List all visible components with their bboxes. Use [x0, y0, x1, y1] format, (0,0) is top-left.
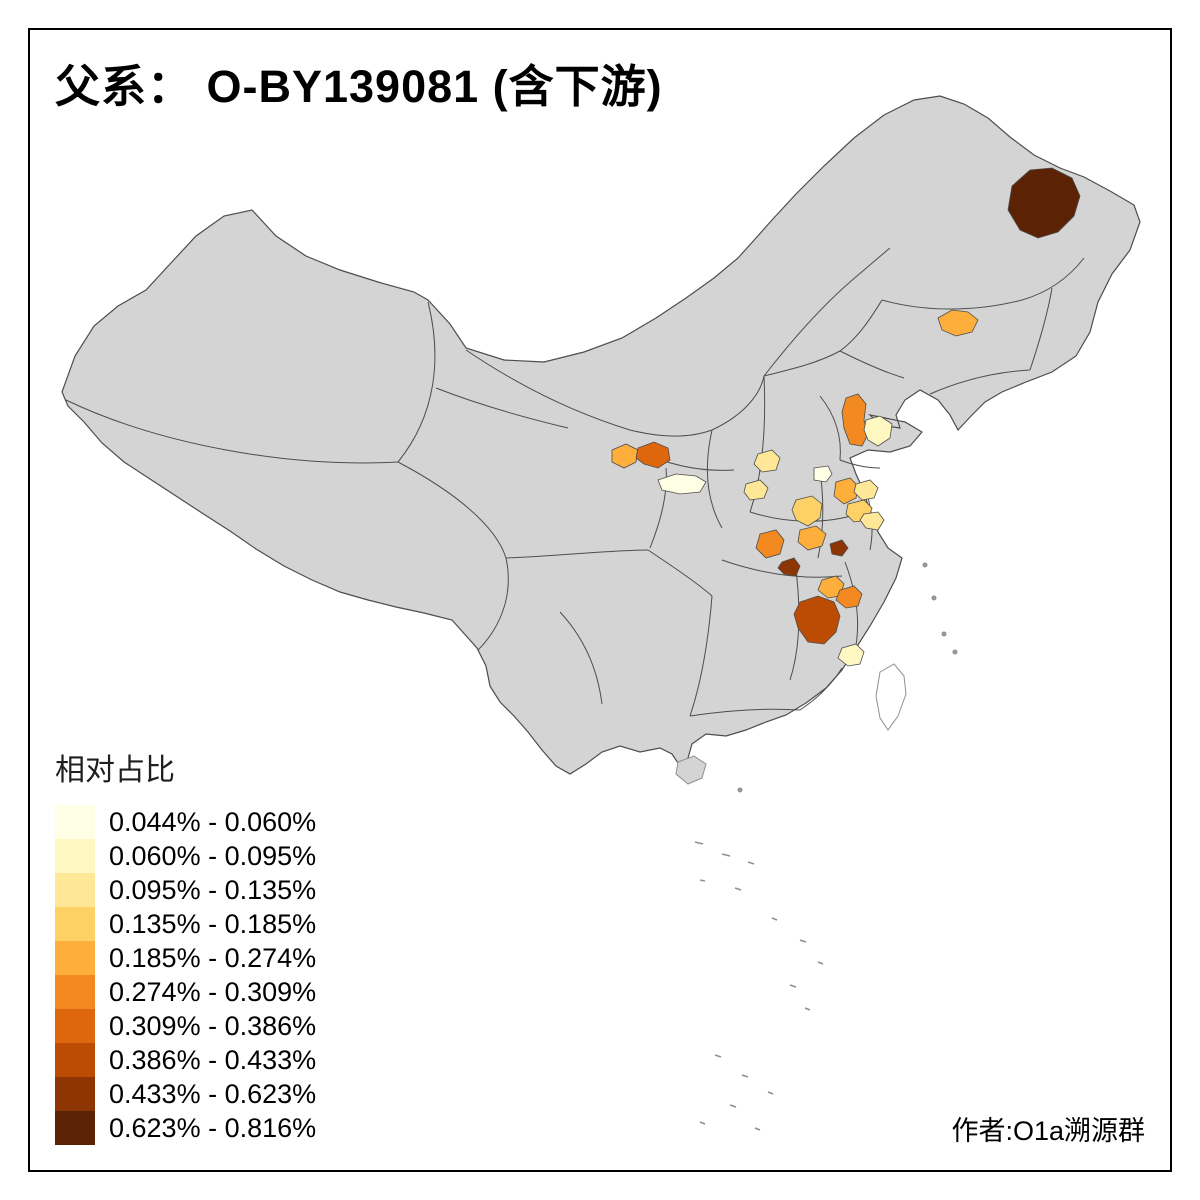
legend-item: 0.185% - 0.274%	[55, 941, 395, 975]
legend-item: 0.623% - 0.816%	[55, 1111, 395, 1145]
map-region	[611, 443, 639, 469]
south-china-sea-islands	[694, 841, 824, 1131]
legend-title: 相对占比	[55, 754, 175, 787]
legend-item: 0.095% - 0.135%	[55, 873, 395, 907]
hainan-island	[675, 755, 707, 785]
legend: 相对占比 0.044% - 0.060% 0.060% - 0.095% 0.095…	[55, 745, 395, 1145]
legend-label: 0.135% - 0.185%	[109, 908, 317, 939]
shaded-regions	[611, 167, 1081, 667]
legend-swatch	[55, 873, 95, 907]
legend-swatch	[55, 975, 95, 1009]
legend-label: 0.274% - 0.309%	[109, 976, 317, 1007]
legend-label: 0.095% - 0.135%	[109, 874, 317, 905]
legend-label: 0.433% - 0.623%	[109, 1078, 317, 1109]
legend-item: 0.060% - 0.095%	[55, 839, 395, 873]
map-region	[829, 539, 849, 557]
map-region	[863, 415, 893, 447]
legend-label: 0.185% - 0.274%	[109, 942, 317, 973]
china-landmass	[61, 95, 1141, 775]
attribution: 作者:O1a溯源群	[951, 1116, 1145, 1146]
map-region	[797, 525, 827, 551]
islands	[675, 562, 958, 1131]
map-region	[791, 495, 823, 527]
coastal-islet	[941, 631, 947, 637]
map-region	[753, 449, 781, 473]
legend-swatch	[55, 1077, 95, 1111]
legend-label: 0.309% - 0.386%	[109, 1010, 317, 1041]
legend-item: 0.044% - 0.060%	[55, 805, 395, 839]
legend-item: 0.135% - 0.185%	[55, 907, 395, 941]
map-region	[835, 585, 863, 609]
coastal-islet	[952, 649, 958, 655]
map-region	[755, 529, 785, 559]
map-region	[837, 643, 865, 667]
legend-item: 0.274% - 0.309%	[55, 975, 395, 1009]
legend-swatch	[55, 907, 95, 941]
legend-swatch	[55, 1043, 95, 1077]
map-region	[859, 511, 885, 531]
legend-item: 0.309% - 0.386%	[55, 1009, 395, 1043]
legend-swatch	[55, 1111, 95, 1145]
map-region	[841, 393, 869, 447]
taiwan-island	[875, 663, 907, 731]
map-region	[743, 479, 769, 501]
legend-item: 0.386% - 0.433%	[55, 1043, 395, 1077]
map-region	[1007, 167, 1081, 239]
legend-label: 0.060% - 0.095%	[109, 840, 317, 871]
map-region	[937, 309, 979, 337]
map-region	[657, 473, 707, 495]
legend-item: 0.433% - 0.623%	[55, 1077, 395, 1111]
legend-label: 0.044% - 0.060%	[109, 806, 317, 837]
legend-swatch	[55, 805, 95, 839]
legend-label: 0.386% - 0.433%	[109, 1044, 317, 1075]
legend-swatch	[55, 1009, 95, 1043]
map-region	[793, 595, 841, 645]
map-region	[853, 479, 879, 501]
map-region	[833, 477, 859, 505]
legend-swatch	[55, 839, 95, 873]
map-region	[635, 441, 671, 469]
coastal-islet	[922, 562, 928, 568]
coastal-islet	[737, 787, 743, 793]
coastal-islet	[931, 595, 937, 601]
page-title: 父系： O-BY139081 (含下游)	[55, 61, 663, 112]
map-region	[777, 557, 801, 577]
legend-items: 0.044% - 0.060% 0.060% - 0.095% 0.095% - 0…	[55, 805, 395, 1145]
legend-swatch	[55, 941, 95, 975]
legend-label: 0.623% - 0.816%	[109, 1112, 317, 1143]
map-region	[813, 465, 833, 483]
